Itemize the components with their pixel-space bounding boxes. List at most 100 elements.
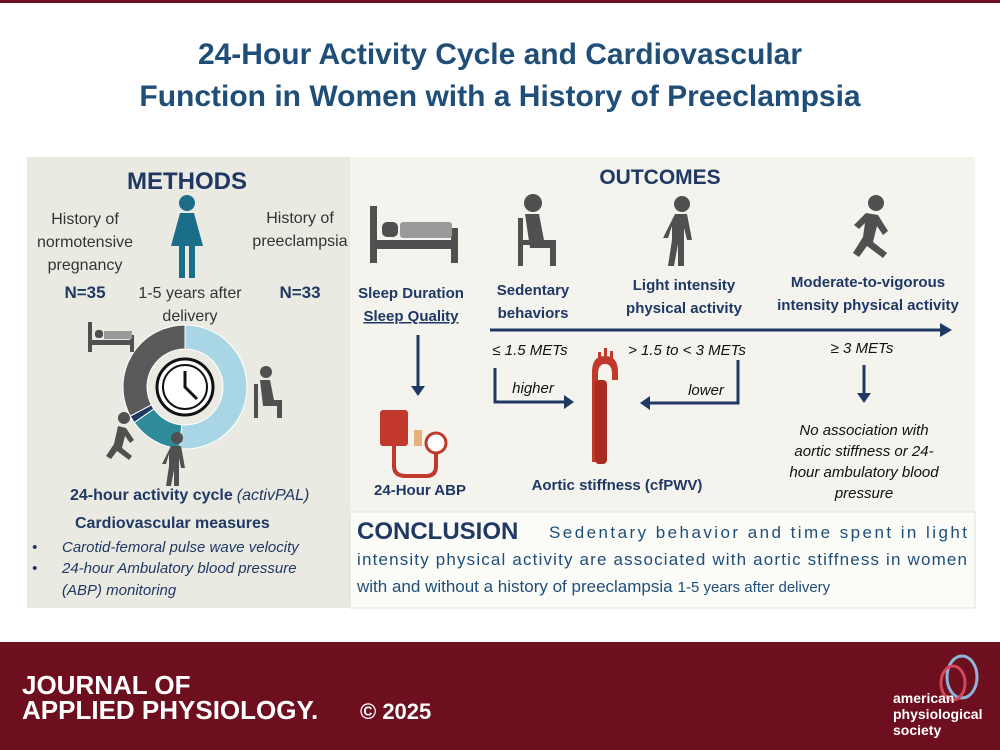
conclusion-heading: CONCLUSION xyxy=(357,518,518,545)
bullet-text: Carotid-femoral pulse wave velocity xyxy=(62,539,300,556)
bullet-text: 24-hour Ambulatory blood pressure xyxy=(61,560,297,577)
effect: higher xyxy=(512,380,555,397)
aorta-icon-part xyxy=(610,351,613,359)
sitting-icon-small-part xyxy=(260,366,272,378)
conclusion-tail: 1-5 years after delivery xyxy=(678,579,831,596)
society-logo xyxy=(939,654,979,702)
runner-icon-part xyxy=(868,195,884,211)
society-name: american physiological society xyxy=(893,690,982,738)
timing: 1-5 years after xyxy=(138,285,242,302)
activity-donut xyxy=(122,324,248,450)
sitting-icon-small-part xyxy=(260,380,282,418)
top-bar xyxy=(0,0,1000,3)
walker-icon-part xyxy=(663,214,692,266)
methods-heading: METHODS xyxy=(127,168,247,195)
activity-label: Moderate-to-vigorous xyxy=(791,274,945,291)
mets: > 1.5 to < 3 METs xyxy=(628,342,746,359)
bed-icon-small xyxy=(88,322,134,352)
bullets: • Carotid-femoral pulse wave velocity • … xyxy=(32,539,300,599)
arrowhead xyxy=(940,323,952,337)
bed-icon-small-part xyxy=(130,335,134,352)
society-line: society xyxy=(893,722,941,738)
bullet-text: (ABP) monitoring xyxy=(62,582,177,599)
arrow xyxy=(493,368,566,404)
bed-icon-small-part xyxy=(88,322,92,352)
group-label: normotensive xyxy=(37,234,133,251)
sample-size: N=35 xyxy=(64,283,105,302)
runner-icon xyxy=(853,195,888,258)
mets: ≤ 1.5 METs xyxy=(492,342,568,359)
conclusion-line: intensity physical activity are associat… xyxy=(357,550,967,569)
arrowhead xyxy=(857,393,871,403)
mets: ≥ 3 METs xyxy=(831,340,894,357)
arrow xyxy=(648,360,740,405)
runner-icon-part xyxy=(853,213,888,258)
sitting-icon-part xyxy=(524,194,542,212)
woman-icon-part xyxy=(179,195,195,211)
no-association: No association with aortic stiffness or … xyxy=(789,422,939,502)
sitting-icon-small xyxy=(254,366,282,418)
bed-icon-small-part xyxy=(95,330,103,338)
clock-icon xyxy=(155,357,215,417)
bed-icon-small-part xyxy=(88,340,134,345)
donut-segment xyxy=(122,324,186,417)
clock-icon-part xyxy=(183,371,199,401)
woman-icon-part xyxy=(171,213,203,278)
society-line: american xyxy=(893,690,954,706)
bed-icon-part xyxy=(370,206,377,263)
clock-icon-part xyxy=(162,364,208,410)
activity-label: Sedentary xyxy=(497,282,570,299)
walker-icon xyxy=(663,196,692,266)
sitting-icon-part xyxy=(518,240,548,245)
sleep-label: Sleep Quality xyxy=(363,308,459,325)
measures-heading: Cardiovascular measures xyxy=(75,515,270,532)
runner-icon-small xyxy=(106,412,134,460)
result-line: pressure xyxy=(834,485,893,502)
bed-icon-part xyxy=(370,240,458,249)
walker-icon-part xyxy=(674,196,690,212)
journal-name: JOURNAL OF APPLIED PHYSIOLOGY. © 2025 xyxy=(22,670,431,725)
woman-icon xyxy=(171,195,203,278)
bp-icon-part xyxy=(424,431,448,455)
bp-icon-part xyxy=(380,410,408,446)
activity-label: behaviors xyxy=(498,305,569,322)
donut-segment xyxy=(179,324,248,450)
arrowhead xyxy=(640,396,650,410)
bed-icon-small-part xyxy=(104,331,132,339)
arrowhead xyxy=(411,386,425,396)
aorta-icon-part xyxy=(598,352,601,360)
conclusion-line: with and without a history of preeclamps… xyxy=(356,577,831,596)
journal-line: JOURNAL OF xyxy=(22,670,191,700)
society-logo-part xyxy=(939,664,967,702)
activity-label: intensity physical activity xyxy=(777,297,959,314)
activity-label: Light intensity xyxy=(633,277,736,294)
group-label: pregnancy xyxy=(48,257,123,274)
aorta-icon-part xyxy=(595,380,607,464)
result-line: No association with xyxy=(799,422,928,439)
bed-icon-part xyxy=(382,222,398,237)
result-line: hour ambulatory blood xyxy=(789,464,939,481)
title-line: Function in Women with a History of Pree… xyxy=(139,80,861,113)
activity-cycle: 24-hour activity cycle (activPAL) xyxy=(70,487,309,504)
activity-label: physical activity xyxy=(626,300,743,317)
footer xyxy=(0,642,1000,750)
bp-icon xyxy=(380,410,448,478)
title: 24-Hour Activity Cycle and Cardiovascula… xyxy=(139,38,861,113)
sitting-icon xyxy=(518,194,556,266)
aorta-icon xyxy=(592,348,618,464)
walker-icon-small-part xyxy=(171,432,183,444)
device: (activPAL) xyxy=(237,487,310,504)
group-label: History of xyxy=(266,210,334,227)
copyright: © 2025 xyxy=(360,699,431,724)
aorta-icon-part xyxy=(604,348,607,356)
title-line: 24-Hour Activity Cycle and Cardiovascula… xyxy=(198,38,802,71)
walker-icon-small-part xyxy=(162,446,185,486)
bed-icon-part xyxy=(451,228,458,263)
walker-icon-small xyxy=(162,432,185,486)
group-label: preeclampsia xyxy=(252,233,347,250)
bed-icon xyxy=(370,206,458,263)
outcomes-heading: OUTCOMES xyxy=(599,166,720,189)
society-logo-part xyxy=(945,654,979,700)
arrowhead xyxy=(564,395,574,409)
